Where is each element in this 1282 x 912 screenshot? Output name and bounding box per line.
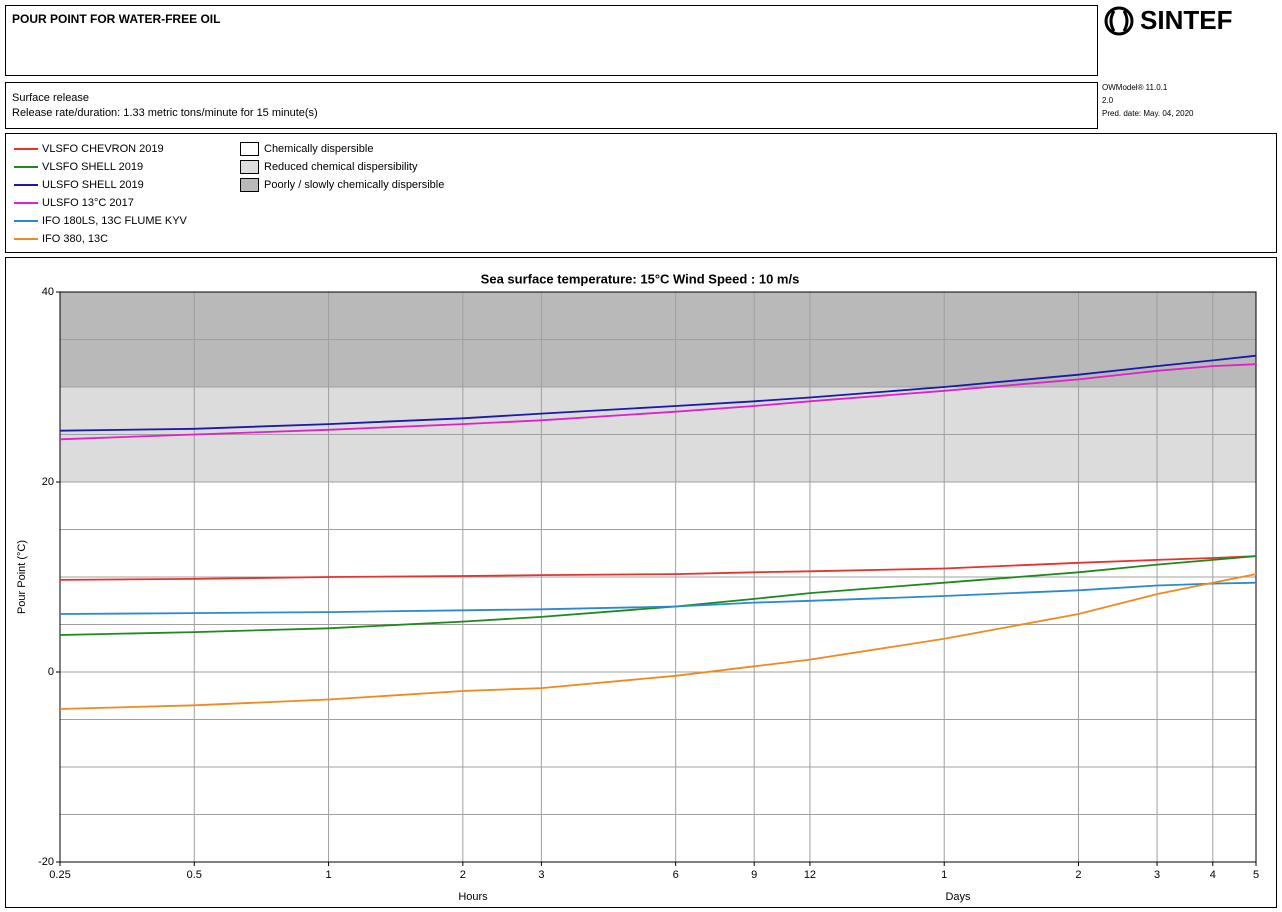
y-axis-label: Pour Point (°C) [16, 540, 28, 614]
band-legend-label: Chemically dispersible [264, 143, 373, 155]
legend-label: ULSFO SHELL 2019 [42, 179, 144, 191]
logo-text: SINTEF [1140, 5, 1232, 35]
legend-label: IFO 180LS, 13C FLUME KYV [42, 215, 188, 227]
title-box [5, 5, 1098, 76]
legend-label: VLSFO SHELL 2019 [42, 161, 143, 173]
legend-label: IFO 380, 13C [42, 233, 108, 245]
x-axis-label: Days [945, 891, 971, 903]
x-tick-label: 4 [1210, 869, 1216, 881]
legend-box [5, 133, 1277, 253]
series-line [59, 581, 1257, 615]
release-box [5, 82, 1098, 129]
band-legend-swatch [240, 178, 259, 192]
x-tick-label: 1 [941, 869, 947, 881]
series-line [59, 363, 1257, 441]
y-tick-label: 40 [42, 286, 54, 298]
logo: SINTEF [1104, 5, 1232, 36]
band-legend-label: Reduced chemical dispersibility [264, 161, 418, 173]
series-line [59, 555, 1257, 581]
release-rate: Release rate/duration: 1.33 metric tons/… [12, 107, 318, 119]
x-tick-label: 9 [751, 869, 757, 881]
x-axis-label: Hours [458, 891, 488, 903]
x-tick-label: 1 [325, 869, 331, 881]
pred-date: Pred. date: May. 04, 2020 [1102, 109, 1194, 118]
report-title: POUR POINT FOR WATER-FREE OIL [12, 12, 220, 26]
release-type: Surface release [12, 92, 89, 104]
series-line [59, 555, 1257, 636]
model-version: OWModel® 11.0.1 [1102, 83, 1168, 92]
x-tick-label: 2 [460, 869, 466, 881]
y-tick-label: 0 [48, 666, 54, 678]
band-legend-swatch [240, 142, 259, 156]
model-number: 2.0 [1102, 96, 1114, 105]
legend-label: ULSFO 13°C 2017 [42, 197, 134, 209]
x-tick-label: 12 [804, 869, 816, 881]
band-legend-label: Poorly / slowly chemically dispersible [264, 179, 444, 191]
y-tick-label: 20 [42, 476, 54, 488]
x-tick-label: 2 [1075, 869, 1081, 881]
x-tick-label: 0.5 [187, 869, 202, 881]
x-tick-label: 3 [538, 869, 544, 881]
series-line [59, 573, 1257, 710]
chart-title: Sea surface temperature: 15°C Wind Speed… [481, 271, 800, 286]
x-tick-label: 6 [673, 869, 679, 881]
series-line [59, 354, 1257, 432]
x-tick-label: 0.25 [49, 869, 70, 881]
x-tick-label: 5 [1253, 869, 1259, 881]
y-tick-label: -20 [38, 856, 54, 868]
x-tick-label: 3 [1154, 869, 1160, 881]
band-legend-swatch [240, 160, 259, 174]
legend-label: VLSFO CHEVRON 2019 [42, 143, 164, 155]
plot-frame [59, 291, 1257, 863]
